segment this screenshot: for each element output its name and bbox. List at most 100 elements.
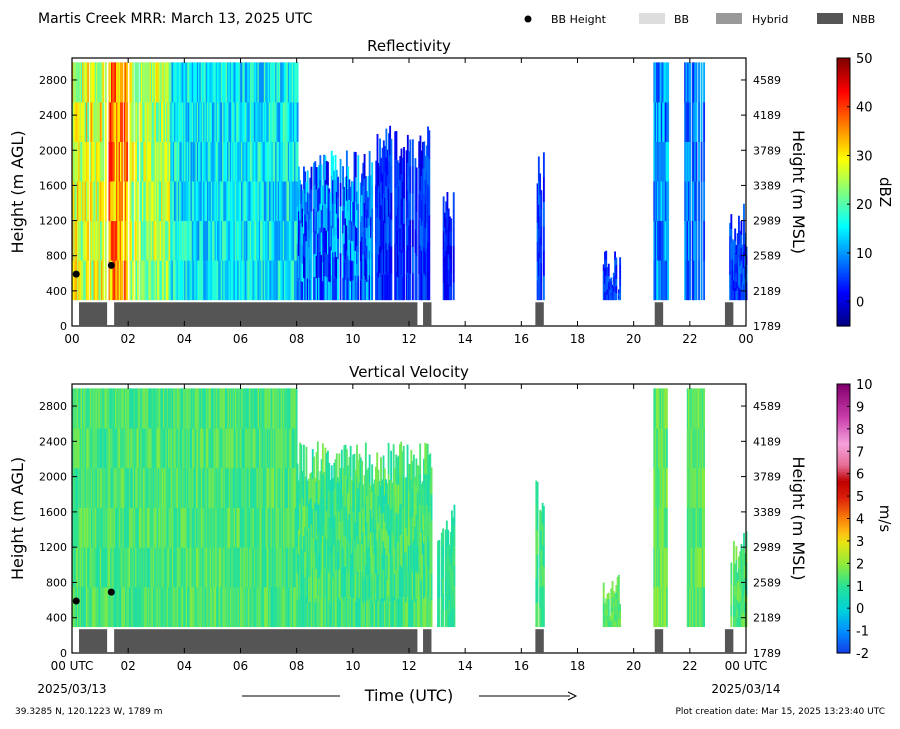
heatmap-cell xyxy=(369,216,372,238)
heatmap-cell xyxy=(373,602,376,628)
heatmap-cell xyxy=(80,507,83,548)
heatmap-cell xyxy=(311,567,314,598)
heatmap-cell xyxy=(245,428,247,469)
heatmap-cell xyxy=(104,428,107,469)
heatmap-cell xyxy=(158,220,161,261)
heatmap-cell xyxy=(399,275,402,301)
heatmap-cell xyxy=(229,181,232,222)
heatmap-cell xyxy=(423,220,426,248)
heatmap-cell xyxy=(542,152,545,178)
heatmap-cell xyxy=(297,529,300,555)
heatmap-cell xyxy=(443,227,446,243)
heatmap-cell xyxy=(328,544,331,573)
heatmap-cell xyxy=(179,547,182,588)
heatmap-cell xyxy=(313,253,315,278)
heatmap-cell xyxy=(695,428,698,469)
heatmap-cell xyxy=(730,256,733,272)
heatmap-cell xyxy=(361,515,363,545)
heatmap-cell xyxy=(129,141,132,182)
heatmap-cell xyxy=(361,194,363,217)
heatmap-cell xyxy=(180,388,183,429)
heatmap-cell xyxy=(238,260,241,301)
heatmap-cell xyxy=(321,223,324,244)
heatmap-cell xyxy=(329,228,332,247)
heatmap-cell xyxy=(92,428,95,469)
heatmap-cell xyxy=(338,453,341,483)
heatmap-cell xyxy=(102,428,105,469)
heatmap-cell xyxy=(178,428,181,469)
heatmap-cell xyxy=(304,192,307,215)
heatmap-cell xyxy=(695,62,698,103)
colorbar-step xyxy=(837,431,850,434)
heatmap-cell xyxy=(731,249,734,260)
heatmap-cell xyxy=(136,428,139,469)
heatmap-cell xyxy=(419,474,422,506)
colorbar-tick-label: 6 xyxy=(856,468,864,483)
heatmap-cell xyxy=(199,586,202,628)
heatmap-cell xyxy=(273,181,276,222)
heatmap-cell xyxy=(201,101,204,142)
heatmap-cell xyxy=(231,586,234,628)
y-tick-label: 2000 xyxy=(39,144,67,157)
heatmap-cell xyxy=(422,220,424,248)
heatmap-cell xyxy=(143,141,146,182)
heatmap-cell xyxy=(79,181,82,222)
heatmap-cell xyxy=(99,467,102,508)
heatmap-cell xyxy=(224,260,227,301)
heatmap-cell xyxy=(739,614,742,628)
heatmap-cell xyxy=(256,101,259,142)
heatmap-cell xyxy=(87,62,90,103)
heatmap-cell xyxy=(237,467,240,508)
heatmap-cell xyxy=(206,220,209,261)
heatmap-cell xyxy=(615,612,618,621)
heatmap-cell xyxy=(185,547,188,588)
heatmap-cell xyxy=(238,181,241,222)
heatmap-cell xyxy=(368,597,371,628)
heatmap-cell xyxy=(314,527,317,553)
heatmap-cell xyxy=(212,141,214,182)
legend: BB Height BB Hybrid NBB xyxy=(524,13,875,26)
heatmap-cell xyxy=(369,195,372,218)
heatmap-cell xyxy=(242,388,245,429)
colorbar-step xyxy=(837,399,850,403)
heatmap-cell xyxy=(175,467,178,508)
heatmap-cell xyxy=(689,101,692,142)
colorbar-step xyxy=(837,232,850,236)
colorbar-step xyxy=(837,563,850,567)
heatmap-cell xyxy=(369,237,372,259)
colorbar-step xyxy=(837,558,850,562)
heatmap-cell xyxy=(426,596,429,628)
colorbar-step xyxy=(837,323,850,327)
heatmap-cell xyxy=(289,141,291,182)
heatmap-cell xyxy=(736,266,739,278)
heatmap-cell xyxy=(377,163,380,187)
y-tick-label: 400 xyxy=(46,612,67,625)
heatmap-cell xyxy=(333,462,336,491)
heatmap-cell xyxy=(254,141,257,182)
heatmap-cell xyxy=(693,62,695,103)
heatmap-cell xyxy=(300,444,303,476)
heatmap-cell xyxy=(99,428,102,469)
heatmap-cell xyxy=(385,271,388,301)
heatmap-cell xyxy=(272,141,275,182)
heatmap-cell xyxy=(321,565,324,597)
heatmap-cell xyxy=(73,260,76,301)
heatmap-cell xyxy=(335,213,338,236)
heatmap-cell xyxy=(189,547,192,588)
x-tick-label: 10 xyxy=(345,332,360,346)
heatmap-cell xyxy=(610,594,613,602)
heatmap-cell xyxy=(390,219,393,247)
heatmap-cell xyxy=(234,181,237,222)
heatmap-cell xyxy=(301,189,304,209)
heatmap-cell xyxy=(367,547,370,575)
heatmap-cell xyxy=(664,388,667,429)
colorbar-step xyxy=(837,98,850,102)
heatmap-cell xyxy=(348,541,351,571)
heatmap-cell xyxy=(662,467,665,508)
heatmap-cell xyxy=(181,507,184,548)
heatmap-cell xyxy=(664,181,667,222)
heatmap-cell xyxy=(386,274,389,301)
heatmap-cell xyxy=(384,222,387,249)
heatmap-cell xyxy=(246,62,248,103)
heatmap-cell xyxy=(140,260,143,301)
